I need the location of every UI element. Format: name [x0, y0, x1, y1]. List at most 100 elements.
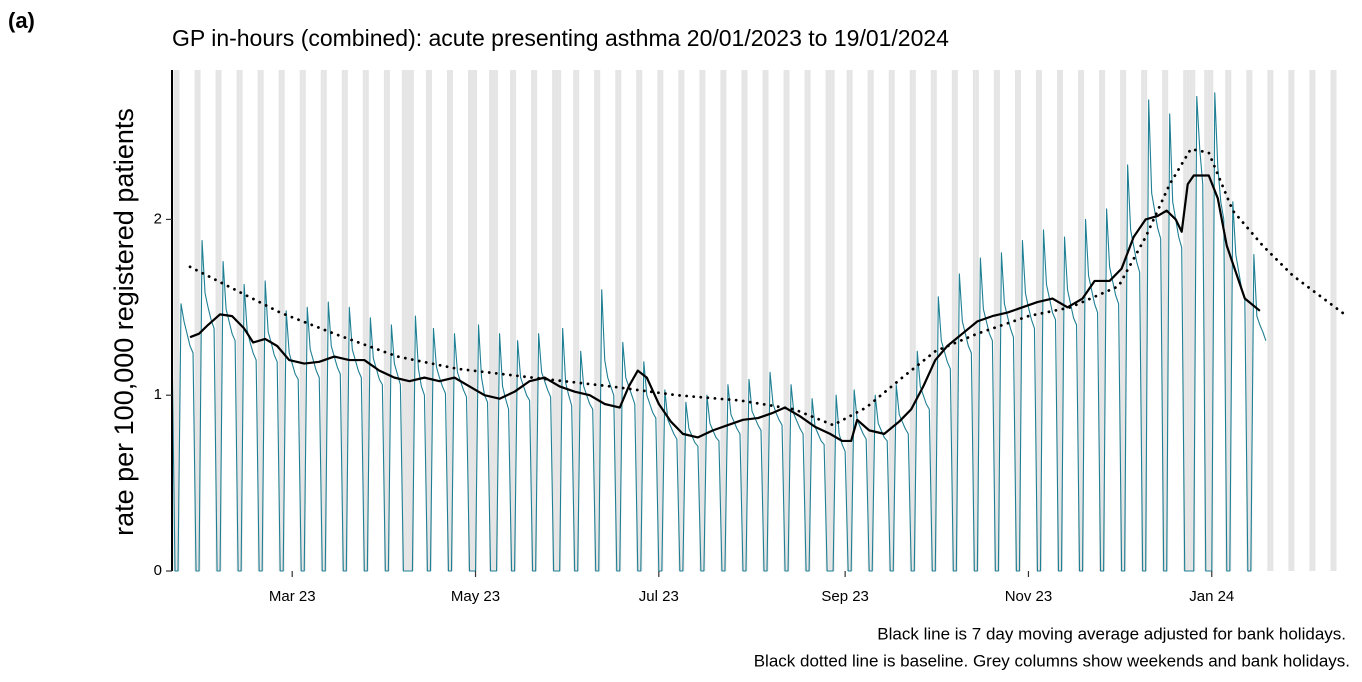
weekend-column [407, 70, 411, 571]
weekend-column [1162, 70, 1166, 571]
weekend-column [236, 70, 240, 571]
weekend-column [1017, 70, 1021, 571]
weekend-column [993, 70, 997, 571]
footnote: Black dotted line is baseline. Grey colu… [754, 651, 1350, 670]
weekend-column [825, 70, 829, 571]
weekend-column [404, 70, 408, 571]
x-tick-label: Jul 23 [639, 588, 679, 605]
weekend-column [1165, 70, 1169, 571]
weekend-column [555, 70, 559, 571]
y-tick-label: 0 [154, 562, 162, 579]
bank-holiday-column [495, 70, 499, 571]
weekend-column [197, 70, 201, 571]
weekend-column [972, 70, 976, 571]
weekend-column [762, 70, 766, 571]
weekend-column [783, 70, 787, 571]
weekend-column [1123, 70, 1127, 571]
weekend-column [1228, 70, 1232, 571]
weekend-column [807, 70, 811, 571]
weekend-column [1204, 70, 1208, 571]
weekend-column [888, 70, 892, 571]
weekend-column [951, 70, 955, 571]
weekend-column [302, 70, 306, 571]
weekend-column [1102, 70, 1106, 571]
weekend-column [870, 70, 874, 571]
y-axis-label: rate per 100,000 registered patients [109, 108, 139, 536]
bank-holiday-column [558, 70, 562, 571]
weekend-column [867, 70, 871, 571]
weekend-column [534, 70, 538, 571]
weekend-column [1099, 70, 1103, 571]
bank-holiday-column [1210, 70, 1214, 571]
bank-holiday-column [1192, 70, 1196, 571]
weekend-column [1141, 70, 1145, 571]
y-tick-label: 2 [154, 210, 162, 227]
weekend-column [1291, 70, 1295, 571]
panel-label: (a) [8, 8, 35, 33]
weekend-column [699, 70, 703, 571]
y-tick-label: 1 [154, 386, 162, 403]
weekend-column [678, 70, 682, 571]
baseline-line [188, 147, 1349, 427]
weekend-column [257, 70, 261, 571]
weekend-column [281, 70, 285, 571]
data-line [189, 174, 1261, 443]
weekend-column [260, 70, 264, 571]
bank-holiday-column [474, 70, 478, 571]
weekend-column [344, 70, 348, 571]
weekend-column [1186, 70, 1190, 571]
weekend-column [702, 70, 706, 571]
weekend-column [449, 70, 453, 571]
weekend-column [320, 70, 324, 571]
weekend-column [425, 70, 429, 571]
weekend-column [933, 70, 937, 571]
weekend-column [954, 70, 958, 571]
weekend-column [720, 70, 724, 571]
weekend-column [362, 70, 366, 571]
weekend-column [323, 70, 327, 571]
weekend-column [657, 70, 661, 571]
weekend-column [1144, 70, 1148, 571]
weekend-column [1312, 70, 1316, 571]
weekend-column [299, 70, 303, 571]
weekend-column [428, 70, 432, 571]
bank-holiday-column [1189, 70, 1193, 571]
chart-title: GP in-hours (combined): acute presenting… [172, 25, 949, 51]
axis-layer: 0 1 2 Mar 23 May 23 Jul 23 Sep 23 Nov 23 Jan 24 [154, 70, 1234, 605]
weekend-column [176, 70, 180, 571]
weekend-column [804, 70, 808, 571]
line-layer [171, 92, 1349, 572]
weekend-column [492, 70, 496, 571]
weekend-column [173, 70, 177, 571]
weekend-column [1249, 70, 1253, 571]
weekend-column [828, 70, 832, 571]
weekend-column [1309, 70, 1313, 571]
weekend-column [1246, 70, 1250, 571]
weekend-column [723, 70, 727, 571]
weekend-column [1333, 70, 1337, 571]
weekend-column [849, 70, 853, 571]
weekend-column [1330, 70, 1334, 571]
weekend-column [1120, 70, 1124, 571]
weekend-column [489, 70, 493, 571]
weekend-column [468, 70, 472, 571]
weekend-column [1207, 70, 1211, 571]
weekend-column [510, 70, 514, 571]
weekend-column [383, 70, 387, 571]
weekend-column [341, 70, 345, 571]
weekend-column [573, 70, 577, 571]
weekend-column [1038, 70, 1042, 571]
weekend-column [1035, 70, 1039, 571]
weekend-column [996, 70, 1000, 571]
weekend-column [218, 70, 222, 571]
weekend-column [1057, 70, 1061, 571]
footnote: Black line is 7 day moving average adjus… [877, 624, 1346, 643]
weekend-column [891, 70, 895, 571]
weekend-column [594, 70, 598, 571]
bank-holiday-column [831, 70, 835, 571]
bank-holiday-column [410, 70, 414, 571]
weekend-column [1060, 70, 1064, 571]
weekend-column [912, 70, 916, 571]
weekend-column [1267, 70, 1271, 571]
